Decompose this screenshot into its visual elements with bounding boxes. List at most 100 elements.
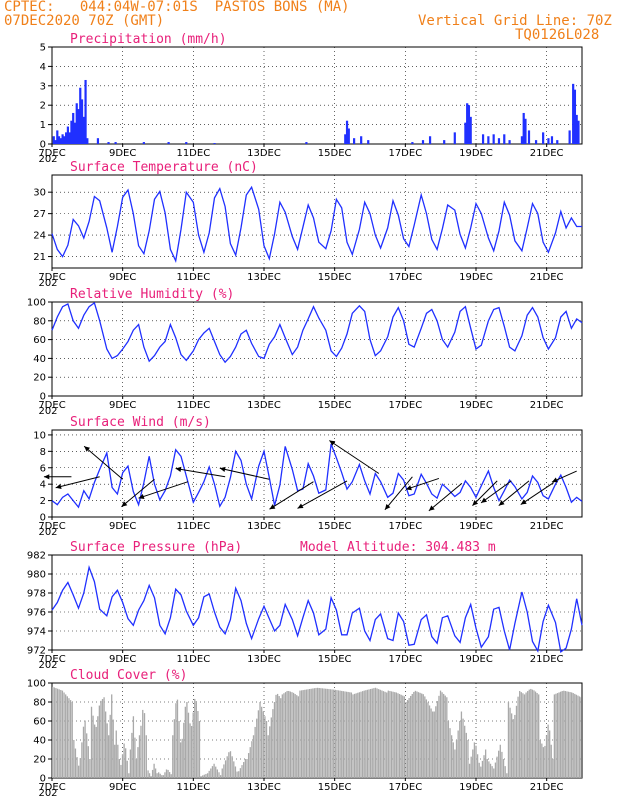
cloud-bar — [278, 696, 280, 778]
cloud-bar — [167, 769, 169, 778]
y-tick-label: 976 — [27, 608, 46, 619]
x-tick-label: 21DEC — [530, 400, 564, 411]
cloud-bar — [534, 691, 537, 778]
cloud-bar — [291, 692, 293, 778]
cloud-bar — [71, 702, 73, 778]
cloud-bar — [480, 766, 482, 778]
cloud-bar — [489, 763, 492, 778]
cloud-bar — [109, 714, 111, 778]
cloud-bar — [205, 773, 207, 778]
cloud-bar — [304, 689, 306, 778]
cloud-bar — [94, 724, 96, 778]
cloud-bar — [572, 693, 574, 778]
cloud-bar — [162, 775, 165, 778]
cloud-bar — [249, 747, 251, 778]
cloud-bar — [371, 688, 373, 778]
precip-bar — [345, 120, 349, 144]
cloud-bar — [123, 743, 125, 778]
wind-arrow-head — [297, 503, 304, 509]
cloud-bar — [103, 697, 105, 778]
cloud-bar — [325, 688, 327, 778]
cloud-bar — [400, 694, 402, 778]
x-tick-label: 7DEC — [38, 521, 65, 532]
wind-arrow — [297, 480, 348, 509]
cloud-bar — [120, 764, 122, 778]
y-tick-label: 972 — [27, 646, 46, 657]
cloud-bar — [552, 759, 554, 778]
cloud-bar — [545, 735, 548, 778]
wind-arrow-head — [481, 497, 487, 503]
cloud-bar — [135, 759, 138, 778]
cloud-bar — [297, 696, 300, 778]
cloud-bar — [213, 763, 215, 778]
cloud-bar — [525, 692, 527, 778]
cloud-bar — [79, 758, 81, 778]
x-tick-label: 13DEC — [247, 272, 281, 283]
cloud-bar — [561, 691, 563, 778]
model-altitude: Model Altitude: 304.483 m — [300, 540, 496, 555]
cloud-bar — [443, 693, 445, 778]
cloud-bar — [194, 698, 196, 778]
x-tick-label: 19DEC — [459, 148, 493, 159]
cloud-bar — [353, 693, 356, 778]
cloud-bar — [165, 769, 168, 778]
cloud-bar — [575, 694, 578, 778]
cloud-bar — [566, 691, 568, 778]
precip-bar — [82, 116, 85, 144]
x-tick-label: 9DEC — [109, 400, 136, 411]
cloud-bar — [247, 753, 250, 778]
cloud-bar — [145, 735, 147, 778]
cloud-bar — [574, 693, 576, 778]
y-tick-label: 60 — [33, 717, 46, 728]
cloud-bar — [203, 774, 205, 778]
series-line — [51, 301, 583, 364]
cloud-bar — [405, 702, 407, 778]
cloud-bar — [439, 690, 442, 778]
x-tick-label: 19DEC — [459, 654, 493, 665]
precip-bar — [96, 138, 100, 144]
cloud-bar — [397, 693, 399, 778]
y-tick-label: 3 — [40, 81, 46, 92]
wind-arrow-head — [498, 500, 505, 506]
cloud-bar — [175, 703, 177, 778]
cloud-bar — [272, 709, 274, 778]
x-tick-label: 9DEC — [109, 521, 136, 532]
wind-arrow-head — [329, 440, 336, 446]
cloud-bar — [326, 688, 328, 778]
cloud-bar — [542, 747, 545, 778]
cloud-bar — [342, 691, 344, 778]
cloud-bar — [344, 691, 346, 778]
cloud-bar — [257, 710, 260, 778]
cloud-bar — [172, 735, 174, 778]
cloud-bar — [413, 691, 415, 778]
wind-arrow-head — [384, 504, 391, 510]
cloud-bar — [181, 738, 183, 778]
cloud-bar — [269, 726, 271, 778]
cloud-bar — [87, 746, 89, 778]
wind-arrow — [472, 480, 498, 506]
cloud-bar — [111, 694, 113, 778]
x-tick-label: 15DEC — [318, 148, 352, 159]
cloud-bar — [53, 687, 55, 778]
cloud-bar — [208, 770, 210, 778]
cloud-bar — [264, 716, 266, 778]
cloud-bar — [132, 716, 135, 778]
x-tick-label: 7DEC — [38, 148, 65, 159]
x-tick-label: 21DEC — [530, 148, 564, 159]
series-line — [51, 564, 583, 654]
wind-arrow-head — [472, 500, 479, 506]
cloud-bar — [374, 687, 377, 778]
precip-bar — [84, 79, 87, 144]
cloud-bar — [345, 691, 348, 778]
cloud-bar — [58, 689, 60, 778]
panel-title: Surface Pressure (hPa) — [70, 540, 242, 555]
cloud-bar — [515, 705, 518, 778]
y-tick-label: 4 — [40, 480, 46, 491]
cloud-bar — [318, 687, 320, 778]
cloud-bar — [550, 744, 552, 778]
precip-bar — [59, 138, 62, 144]
cloud-bar — [276, 693, 279, 778]
precip-bar — [73, 122, 77, 144]
cloud-bar — [90, 706, 93, 778]
cloud-bar — [296, 695, 298, 778]
